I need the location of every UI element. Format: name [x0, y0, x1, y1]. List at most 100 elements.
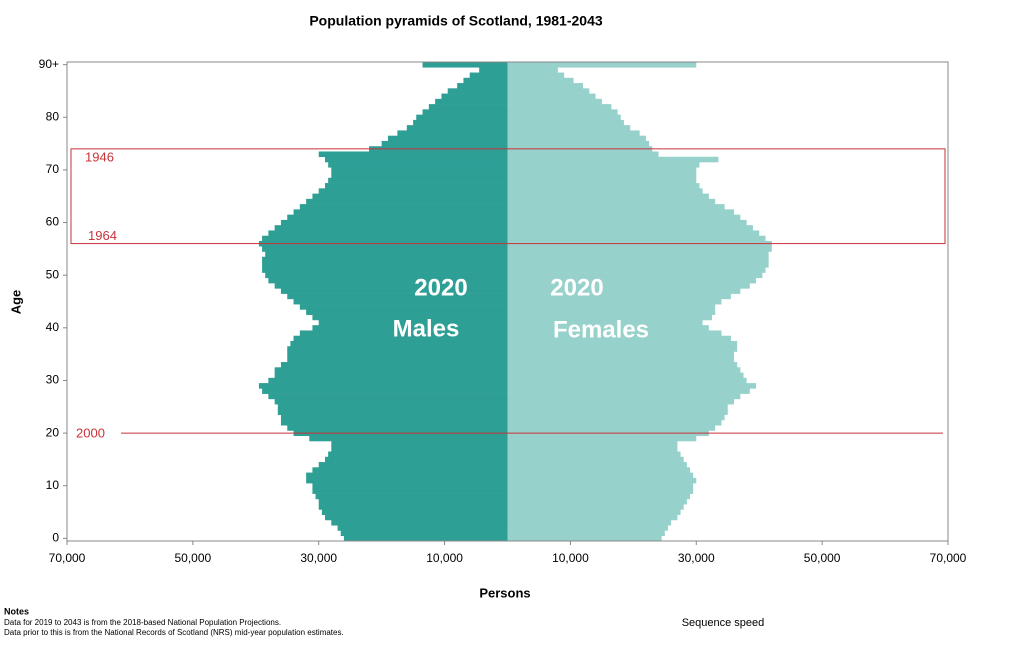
bar	[507, 535, 662, 542]
y-tick-label: 10	[46, 478, 60, 492]
bar	[507, 225, 753, 231]
cohort-box	[70, 148, 946, 245]
bar	[312, 467, 508, 473]
bar	[274, 398, 508, 405]
bar	[507, 456, 684, 463]
y-axis-title: Age	[8, 290, 23, 315]
chart-title: Population pyramids of Scotland, 1981-20…	[309, 13, 603, 29]
y-tick-label: 90+	[39, 57, 59, 71]
bar	[507, 409, 728, 415]
bar	[325, 514, 508, 521]
bar	[507, 140, 650, 147]
bar	[312, 193, 508, 200]
bar	[290, 340, 508, 347]
bar	[507, 519, 672, 526]
y-tick-label: 60	[46, 215, 60, 229]
bar	[277, 404, 508, 410]
bar	[274, 283, 508, 289]
series-label: Females	[553, 316, 649, 343]
bar	[325, 183, 508, 189]
bar	[318, 151, 508, 158]
y-tick-label: 40	[46, 320, 60, 334]
bar	[479, 67, 508, 73]
cohort-label: 1964	[88, 228, 117, 243]
bar	[507, 156, 719, 163]
bar	[299, 330, 508, 337]
bar	[318, 498, 508, 505]
bar	[328, 451, 508, 458]
bar	[507, 72, 565, 79]
bar	[287, 356, 508, 363]
bar	[262, 388, 508, 394]
bar	[280, 288, 508, 294]
x-tick-label: 70,000	[930, 551, 967, 565]
x-tick-label: 10,000	[426, 551, 463, 565]
bar	[507, 509, 681, 515]
bar	[507, 319, 703, 326]
bar	[507, 462, 687, 468]
notes-line: Data prior to this is from the National …	[4, 628, 344, 637]
bar	[328, 162, 508, 168]
bar	[507, 288, 741, 294]
bar	[321, 509, 508, 515]
bar	[507, 135, 646, 142]
y-tick-label: 30	[46, 373, 60, 387]
notes-line: Data for 2019 to 2043 is from the 2018-b…	[4, 618, 281, 627]
bar	[507, 525, 668, 531]
bar	[507, 272, 763, 279]
bar	[507, 77, 574, 84]
bar	[293, 335, 508, 342]
bar	[312, 483, 508, 489]
bar	[463, 77, 508, 84]
bar	[507, 283, 750, 289]
bar	[507, 88, 590, 94]
bar	[387, 135, 508, 142]
bar	[265, 272, 508, 279]
bar	[422, 62, 508, 68]
bar	[507, 335, 731, 342]
bar	[507, 67, 558, 73]
bar	[507, 388, 750, 394]
bar	[428, 104, 508, 110]
bar	[312, 488, 508, 494]
bar	[262, 246, 508, 252]
bar	[507, 262, 769, 268]
bar	[507, 267, 766, 273]
bar	[268, 230, 508, 237]
bar	[507, 504, 684, 510]
bar	[507, 62, 697, 68]
bar	[507, 483, 694, 489]
bar	[274, 225, 508, 231]
y-tick-label: 80	[46, 109, 60, 123]
bar	[331, 440, 508, 447]
x-tick-label: 70,000	[49, 551, 86, 565]
y-tick-label: 70	[46, 162, 60, 176]
year-label: 2020	[414, 274, 467, 301]
bar	[507, 172, 697, 179]
year-label: 2020	[550, 274, 603, 301]
bar	[507, 298, 722, 305]
control-label: Sequence speed	[682, 617, 765, 629]
x-tick-label: 10,000	[552, 551, 589, 565]
bar	[315, 493, 508, 500]
bar	[507, 167, 697, 173]
bar	[331, 172, 508, 179]
bar	[507, 435, 697, 442]
bar	[507, 398, 735, 405]
bar	[507, 514, 678, 521]
bar	[287, 351, 508, 358]
bar	[413, 119, 508, 126]
bar	[262, 256, 508, 263]
bar	[507, 93, 596, 100]
bar	[507, 256, 769, 263]
bar	[274, 372, 508, 379]
bar	[507, 419, 722, 426]
bar	[406, 125, 508, 131]
bar	[507, 304, 716, 310]
bar	[507, 83, 584, 89]
bar	[507, 125, 631, 131]
x-tick-label: 30,000	[678, 551, 715, 565]
bar	[287, 214, 508, 221]
bar	[280, 414, 508, 421]
